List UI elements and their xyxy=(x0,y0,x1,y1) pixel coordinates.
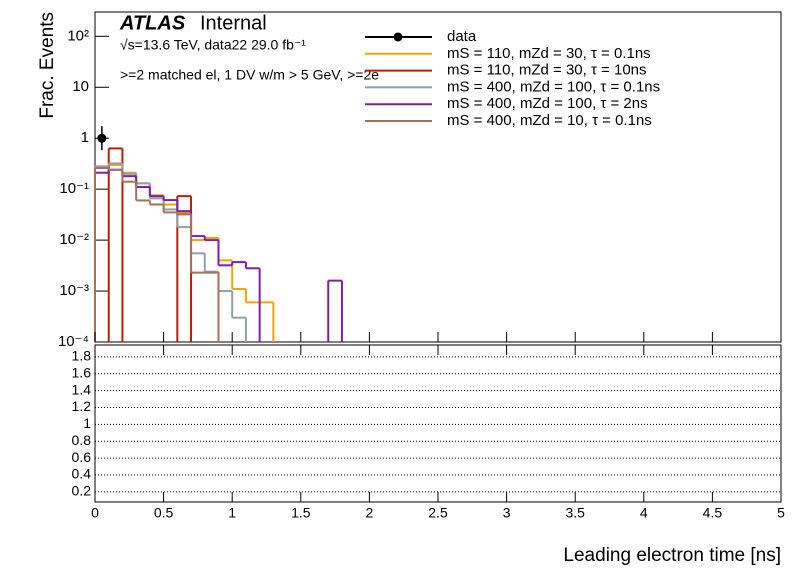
energy-label: √s=13.6 TeV, data22 29.0 fb⁻¹ xyxy=(120,37,306,53)
y-tick-label: 1.8 xyxy=(72,348,92,364)
y-tick-label: 10⁻¹ xyxy=(59,180,89,197)
selection-label: >=2 matched el, 1 DV w/m > 5 GeV, >=2e xyxy=(120,67,379,83)
y-tick-label: 0.6 xyxy=(72,449,92,465)
upper-frame xyxy=(94,11,782,343)
x-tick-label: 1 xyxy=(228,505,236,521)
y-tick-label: 1.2 xyxy=(72,398,92,414)
x-tick-label: 5 xyxy=(777,505,785,521)
legend-label: mS = 400, mZd = 100, τ = 2ns xyxy=(447,95,648,112)
x-tick-label: 2 xyxy=(366,505,374,521)
legend-label: mS = 400, mZd = 10, τ = 0.1ns xyxy=(447,112,652,129)
y-tick-label: 10² xyxy=(67,27,89,44)
legend-label: data xyxy=(447,28,477,45)
legend-label: mS = 400, mZd = 100, τ = 0.1ns xyxy=(447,78,660,95)
y-tick-label: 10⁻³ xyxy=(59,282,89,299)
y-tick-label: 1 xyxy=(81,129,89,146)
y-tick-label: 10⁻² xyxy=(59,231,89,248)
y-tick-label: 0.4 xyxy=(72,466,92,482)
x-tick-label: 3 xyxy=(503,505,511,521)
data-point xyxy=(97,133,107,143)
internal-label: Internal xyxy=(200,12,267,34)
lower-frame xyxy=(94,344,782,503)
y-tick-label: 1.6 xyxy=(72,364,92,380)
x-tick-label: 4.5 xyxy=(703,505,723,521)
y-axis-label: Frac. Events xyxy=(37,12,58,119)
x-tick-label: 2.5 xyxy=(428,505,448,521)
y-tick-label: 10 xyxy=(72,78,89,95)
legend-marker xyxy=(393,32,403,42)
atlas-label: ATLAS xyxy=(119,12,186,34)
x-tick-label: 4 xyxy=(640,505,648,521)
y-tick-label: 1 xyxy=(83,415,91,431)
x-tick-label: 3.5 xyxy=(565,505,585,521)
legend-label: mS = 110, mZd = 30, τ = 0.1ns xyxy=(447,45,651,62)
x-tick-label: 1.5 xyxy=(291,505,311,521)
x-tick-label: 0.5 xyxy=(154,505,174,521)
y-tick-label: 0.2 xyxy=(72,483,92,499)
y-tick-label: 0.8 xyxy=(72,432,92,448)
legend-label: mS = 110, mZd = 30, τ = 10ns xyxy=(447,62,647,79)
y-tick-label: 1.4 xyxy=(72,381,92,397)
y-tick-label: 10⁻⁴ xyxy=(58,333,89,350)
x-axis-label: Leading electron time [ns] xyxy=(563,545,781,566)
x-tick-label: 0 xyxy=(91,505,99,521)
